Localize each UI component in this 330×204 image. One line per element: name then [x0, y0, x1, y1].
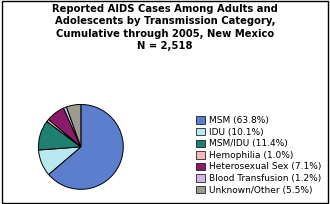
- Wedge shape: [49, 108, 81, 147]
- Text: Reported AIDS Cases Among Adults and
Adolescents by Transmission Category,
Cumul: Reported AIDS Cases Among Adults and Ado…: [52, 4, 278, 51]
- Wedge shape: [49, 104, 123, 189]
- Wedge shape: [38, 121, 81, 150]
- Wedge shape: [47, 119, 81, 147]
- Wedge shape: [64, 107, 81, 147]
- Wedge shape: [66, 104, 81, 147]
- Legend: MSM (63.8%), IDU (10.1%), MSM/IDU (11.4%), Hemophilia (1.0%), Heterosexual Sex (: MSM (63.8%), IDU (10.1%), MSM/IDU (11.4%…: [195, 115, 322, 195]
- Wedge shape: [39, 147, 81, 174]
